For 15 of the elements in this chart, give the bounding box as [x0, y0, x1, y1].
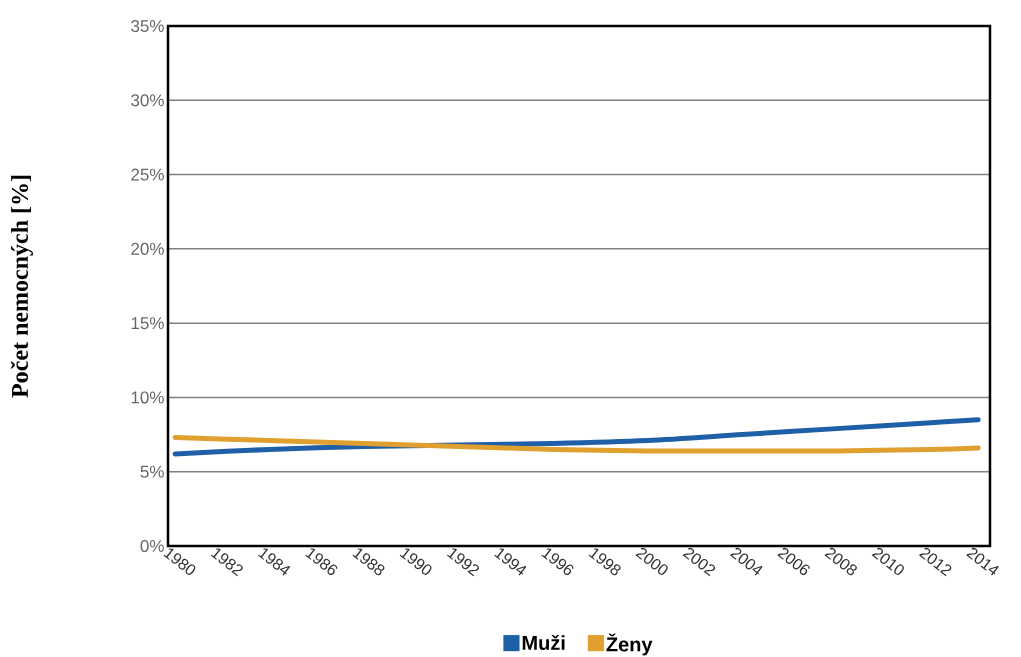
x-tick-label: 1996 — [541, 548, 574, 576]
y-tick-label: 15% — [131, 317, 164, 330]
x-tick-label: 1980 — [163, 548, 196, 575]
y-tick-label: 20% — [131, 242, 164, 255]
x-tick-label: 1990 — [399, 548, 432, 575]
y-tick-label: 0% — [140, 540, 164, 553]
y-axis-title: Počet nemocných [%] — [10, 175, 33, 398]
y-tick-label: 35% — [131, 20, 164, 33]
y-tick-label: 5% — [140, 465, 164, 478]
legend-label: Ženy — [606, 633, 653, 656]
y-tick-label: 10% — [131, 391, 164, 404]
legend-label: Muži — [522, 634, 565, 651]
y-tick-label: 30% — [131, 94, 164, 107]
y-tick-label: 25% — [131, 168, 164, 181]
x-tick-label: 1986 — [305, 548, 338, 576]
